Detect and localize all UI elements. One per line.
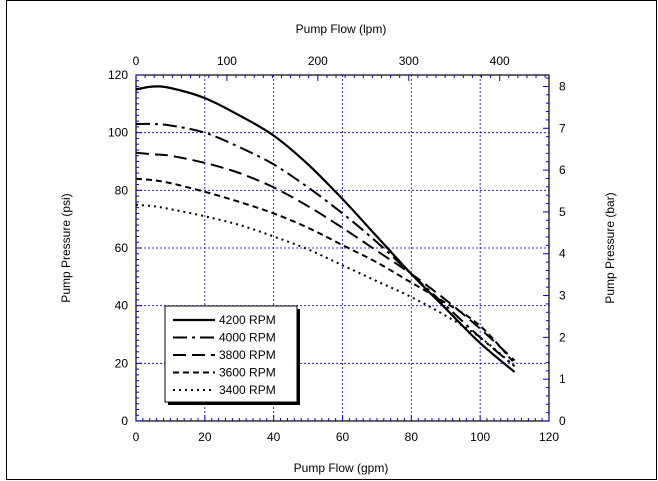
y-right-tick-label: 7 <box>559 121 566 135</box>
x-top-tick-label: 300 <box>399 54 419 68</box>
y-tick-label: 40 <box>115 299 129 313</box>
y-right-tick-label: 4 <box>559 247 566 261</box>
y-tick-label: 120 <box>108 68 128 82</box>
x-tick-label: 20 <box>198 430 212 444</box>
y-axis-title-right: Pump Pressure (bar) <box>603 192 617 303</box>
x-axis-title-top: Pump Flow (lpm) <box>296 22 387 36</box>
x-tick-label: 0 <box>133 430 140 444</box>
legend-label: 3400 RPM <box>219 383 276 397</box>
y-tick-label: 0 <box>121 414 128 428</box>
x-tick-label: 60 <box>336 430 350 444</box>
x-tick-label: 120 <box>539 430 559 444</box>
x-top-tick-label: 200 <box>308 54 328 68</box>
y-tick-label: 80 <box>115 183 129 197</box>
x-tick-label: 100 <box>470 430 490 444</box>
y-tick-label: 100 <box>108 126 128 140</box>
y-right-tick-label: 0 <box>559 414 566 428</box>
x-axis-title-bottom: Pump Flow (gpm) <box>294 461 389 475</box>
y-right-tick-label: 8 <box>559 79 566 93</box>
legend: 4200 RPM 4000 RPM 3800 RPM 3600 RPM 3400 RPM <box>165 306 300 405</box>
legend-label: 4200 RPM <box>219 313 276 327</box>
x-top-tick-label: 400 <box>490 54 510 68</box>
y-tick-label: 60 <box>115 241 129 255</box>
legend-label: 3800 RPM <box>219 348 276 362</box>
x-top-tick-label: 100 <box>217 54 237 68</box>
y-axis-title-left: Pump Pressure (psi) <box>59 193 73 302</box>
y-right-tick-label: 6 <box>559 163 566 177</box>
y-right-tick-label: 1 <box>559 372 566 386</box>
legend-label: 4000 RPM <box>219 331 276 345</box>
x-top-tick-label: 0 <box>133 54 140 68</box>
y-right-tick-label: 3 <box>559 289 566 303</box>
y-right-tick-label: 2 <box>559 330 566 344</box>
x-tick-label: 80 <box>405 430 419 444</box>
x-tick-label: 40 <box>267 430 281 444</box>
y-right-tick-label: 5 <box>559 205 566 219</box>
outer-frame <box>7 1 657 480</box>
legend-label: 3600 RPM <box>219 366 276 380</box>
y-tick-label: 20 <box>115 356 129 370</box>
